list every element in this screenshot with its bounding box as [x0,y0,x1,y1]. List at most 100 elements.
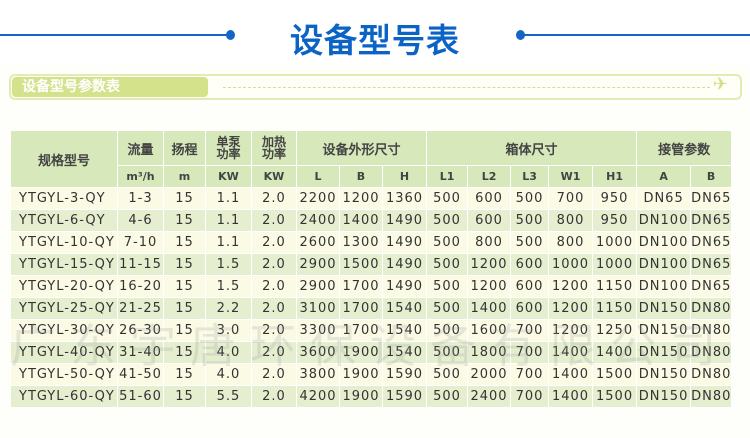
value-cell: DN100 [636,253,692,276]
value-cell: 2.0 [251,297,297,320]
value-cell: 950 [592,209,638,232]
page-title: 设备型号表 [290,21,460,60]
value-cell: 15 [163,209,206,232]
value-cell: 1500 [592,385,638,408]
value-cell: 500 [510,187,550,210]
value-cell: 700 [548,187,594,210]
airplane-icon: ✈ [712,74,728,95]
table-row: YTGYL-60-QY 51-60 15 5.5 2.0 4200 1900 1590 500 2… [10,385,733,408]
value-cell: 3800 [296,363,340,386]
value-cell: 1500 [339,253,383,276]
value-cell: 500 [426,385,469,408]
title-line-left [0,34,228,36]
value-cell: 1400 [548,341,594,364]
value-cell: 500 [426,209,469,232]
value-cell: 1700 [339,275,383,298]
value-cell: DN150 [636,363,692,386]
value-cell: 2000 [467,363,512,386]
header-heat-power: 加热功率 [251,130,297,166]
value-cell: DN80 [690,363,733,386]
value-cell: 1200 [548,297,594,320]
value-cell: 1360 [381,187,428,210]
unit-header: L1 [426,165,469,188]
value-cell: 3.0 [205,319,252,342]
value-cell: 1200 [467,275,512,298]
header-model: 规格型号 [10,130,118,188]
model-cell: YTGYL-3-QY [10,187,118,210]
unit-header: KW [205,165,252,188]
table-row: YTGYL-3-QY 1-3 15 1.1 2.0 2200 1200 1360 500 600 5… [10,187,733,210]
value-cell: 1900 [339,341,383,364]
table-row: YTGYL-40-QY 31-40 15 4.0 2.0 3600 1900 1540 500 1… [10,341,733,364]
value-cell: 2.2 [205,297,252,320]
value-cell: 1600 [467,319,512,342]
value-cell: 2200 [296,187,340,210]
value-cell: DN65 [690,275,733,298]
value-cell: DN150 [636,385,692,408]
model-cell: YTGYL-10-QY [10,231,118,254]
value-cell: 1540 [381,297,428,320]
value-cell: 1.5 [205,253,252,276]
value-cell: 5.5 [205,385,252,408]
value-cell: 1.1 [205,209,252,232]
value-cell: 950 [592,187,638,210]
header-pump-power: 单泵功率 [205,130,252,166]
value-cell: 2.0 [251,253,297,276]
value-cell: 1490 [381,275,428,298]
unit-header: L [296,165,340,188]
value-cell: 1000 [548,253,594,276]
value-cell: 1200 [548,319,594,342]
value-cell: 1700 [339,297,383,320]
value-cell: 31-40 [117,341,164,364]
value-cell: 15 [163,187,206,210]
value-cell: DN65 [636,187,692,210]
value-cell: 1400 [592,341,638,364]
value-cell: 1400 [467,297,512,320]
value-cell: 3300 [296,319,340,342]
table-row: YTGYL-15-QY 11-15 15 1.5 2.0 2900 1500 1490 500 1… [10,253,733,276]
unit-header: L3 [510,165,550,188]
value-cell: 15 [163,385,206,408]
value-cell: 1.1 [205,231,252,254]
unit-header: W1 [548,165,594,188]
value-cell: 700 [510,385,550,408]
unit-header: H1 [592,165,638,188]
value-cell: 15 [163,231,206,254]
value-cell: 15 [163,363,206,386]
model-cell: YTGYL-40-QY [10,341,118,364]
value-cell: 15 [163,341,206,364]
value-cell: DN80 [690,297,733,320]
value-cell: 600 [467,187,512,210]
table-row: YTGYL-6-QY 4-6 15 1.1 2.0 2400 1400 1490 500 600 5… [10,209,733,232]
value-cell: 3100 [296,297,340,320]
value-cell: 1.5 [205,275,252,298]
value-cell: 2900 [296,253,340,276]
value-cell: 2.0 [251,231,297,254]
section-label: 设备型号参数表 [12,77,208,97]
value-cell: 500 [426,187,469,210]
header-pipe: 接管参数 [636,130,733,166]
value-cell: 1250 [592,319,638,342]
header-tank-size: 箱体尺寸 [426,130,638,166]
unit-header: m [163,165,206,188]
value-cell: 4.0 [205,341,252,364]
value-cell: DN150 [636,341,692,364]
model-cell: YTGYL-6-QY [10,209,118,232]
value-cell: 16-20 [117,275,164,298]
value-cell: 1200 [548,275,594,298]
value-cell: DN100 [636,275,692,298]
value-cell: DN65 [690,253,733,276]
model-cell: YTGYL-60-QY [10,385,118,408]
value-cell: DN150 [636,297,692,320]
value-cell: 1800 [467,341,512,364]
section-bar: 设备型号参数表 ✈ [9,74,742,100]
value-cell: 2400 [467,385,512,408]
title-dot-left [226,30,235,40]
value-cell: DN100 [636,231,692,254]
value-cell: 21-25 [117,297,164,320]
value-cell: DN80 [690,385,733,408]
value-cell: 2.0 [251,209,297,232]
value-cell: DN65 [690,209,733,232]
value-cell: 600 [510,297,550,320]
value-cell: 1000 [592,253,638,276]
